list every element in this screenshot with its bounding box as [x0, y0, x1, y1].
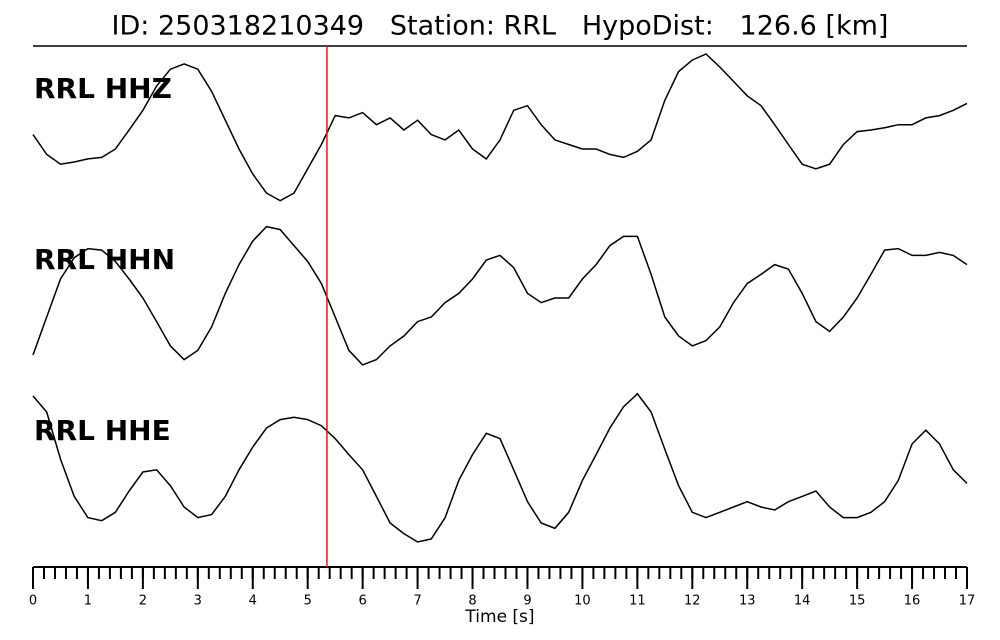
trace-label: RRL HHN [34, 243, 175, 276]
x-tick-label: 1 [84, 594, 92, 609]
x-tick-label: 16 [904, 594, 921, 609]
x-tick-label: 12 [684, 594, 701, 609]
x-tick-label: 11 [629, 594, 646, 609]
x-axis-label: Time [s] [464, 607, 534, 627]
x-tick-label: 3 [194, 594, 202, 609]
x-tick-label: 15 [849, 594, 866, 609]
x-tick-label: 13 [739, 594, 756, 609]
chart-title: ID: 250318210349 Station: RRL HypoDist: … [112, 11, 889, 42]
x-tick-label: 17 [959, 594, 976, 609]
trace-label: RRL HHZ [34, 72, 172, 105]
x-tick-label: 6 [359, 594, 367, 609]
x-tick-label: 2 [139, 594, 147, 609]
x-tick-label: 4 [249, 594, 257, 609]
x-tick-label: 5 [304, 594, 312, 609]
x-tick-label: 0 [29, 594, 37, 609]
x-tick-label: 14 [794, 594, 811, 609]
x-tick-label: 8 [468, 594, 476, 609]
x-tick-label: 9 [523, 594, 531, 609]
trace [32, 225, 968, 366]
x-tick-label: 10 [574, 594, 591, 609]
x-tick-label: 7 [413, 594, 421, 609]
trace [32, 53, 968, 202]
trace [32, 392, 968, 543]
trace-label: RRL HHE [34, 414, 171, 447]
